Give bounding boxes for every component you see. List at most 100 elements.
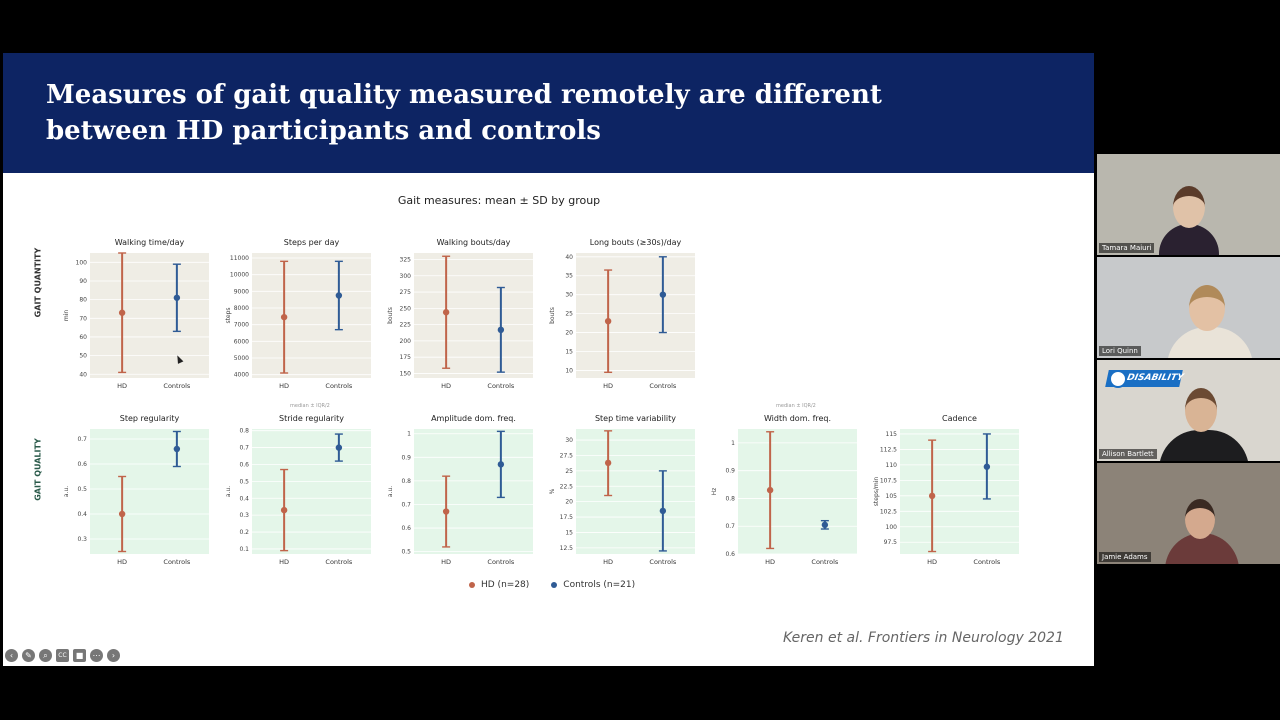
chart-title: Step regularity (120, 414, 180, 423)
y-tick-label: 8000 (234, 305, 249, 312)
y-tick-label: 15 (565, 529, 573, 536)
y-tick-label: 275 (400, 289, 412, 296)
y-axis-label: steps (225, 307, 232, 323)
y-axis-label: min (63, 310, 70, 322)
y-tick-label: 25 (565, 311, 573, 318)
y-tick-label: 9000 (234, 288, 249, 295)
y-axis-label: Hz (711, 488, 718, 496)
chart-panel: Stride regularity 0.1 0.2 0.3 0.4 0.5 0.6 0.7 0.… (225, 414, 371, 566)
panel-note: median ± IQR/2 (290, 403, 330, 409)
y-axis-label: bouts (387, 307, 394, 324)
y-tick-label: 0.8 (239, 428, 249, 435)
y-tick-label: 0.7 (77, 436, 87, 443)
chart-panel: Step regularity 0.3 0.4 0.5 0.6 0.7 a.u. HD Cont… (63, 414, 209, 566)
y-tick-label: 0.5 (77, 486, 87, 493)
participant-tile[interactable]: Jamie Adams (1097, 463, 1280, 564)
y-axis-label: steps/min (873, 477, 880, 507)
y-tick-label: 0.5 (239, 478, 249, 485)
x-tick-label: Controls (811, 558, 838, 566)
plot-area (414, 253, 533, 378)
mean-point (335, 292, 343, 299)
participant-tile[interactable]: Lori Quinn (1097, 257, 1280, 358)
x-tick-label: Controls (163, 382, 190, 390)
y-tick-label: 0.7 (725, 523, 735, 530)
y-tick-label: 250 (400, 305, 412, 312)
y-axis-label: bouts (549, 307, 556, 324)
mean-point (442, 508, 450, 515)
person-head (1173, 186, 1205, 228)
more-icon[interactable]: ⋯ (90, 649, 103, 662)
y-tick-label: 225 (400, 322, 412, 329)
y-tick-label: 1 (407, 431, 411, 438)
panel-note: median ± IQR/2 (776, 403, 816, 409)
chart-title: Cadence (942, 414, 977, 423)
y-tick-label: 105 (886, 493, 898, 500)
forward-icon[interactable]: › (107, 649, 120, 662)
y-tick-label: 0.4 (77, 511, 87, 518)
x-tick-label: HD (603, 382, 613, 390)
y-tick-label: 0.9 (725, 468, 735, 475)
chart-title: Stride regularity (279, 414, 344, 423)
y-tick-label: 40 (565, 254, 573, 261)
plot-area (90, 253, 209, 378)
plot-area (576, 253, 695, 378)
y-tick-label: 17.5 (560, 514, 574, 521)
participant-tile[interactable]: Tamara Maiuri (1097, 154, 1280, 255)
chart-panel: Walking time/day 40 50 60 70 80 90 100 min HD Cont… (63, 238, 209, 390)
pen-icon[interactable]: ✎ (22, 649, 35, 662)
y-tick-label: 300 (400, 273, 412, 280)
x-tick-label: Controls (325, 558, 352, 566)
plot-area (252, 429, 371, 554)
y-tick-label: 102.5 (880, 508, 897, 515)
plot-area (900, 429, 1019, 554)
chart-panel: Walking bouts/day 150 175 200 225 250 275 300 32… (387, 238, 533, 390)
logo-circle-icon (1109, 370, 1127, 388)
mean-point (604, 459, 612, 467)
chart-title: Walking bouts/day (437, 238, 511, 247)
participant-name: Tamara Maiuri (1099, 243, 1155, 253)
mean-point (442, 309, 450, 316)
chart-title: Width dom. freq. (764, 414, 831, 423)
plot-area (90, 429, 209, 554)
y-tick-label: 27.5 (560, 452, 574, 459)
x-tick-label: Controls (487, 558, 514, 566)
x-tick-label: HD (603, 558, 613, 566)
legend-marker-hd (469, 582, 475, 588)
legend-item-hd: HD (n=28) (469, 580, 529, 590)
back-icon[interactable]: ‹ (5, 649, 18, 662)
captions-icon[interactable]: CC (56, 649, 69, 662)
chart-legend: HD (n=28) Controls (n=21) (469, 580, 635, 590)
y-tick-label: 200 (400, 338, 412, 345)
x-tick-label: HD (117, 382, 127, 390)
y-tick-label: 4000 (234, 372, 249, 379)
y-tick-label: 0.2 (239, 529, 249, 536)
y-tick-label: 22.5 (560, 483, 574, 490)
mean-point (118, 510, 126, 518)
y-tick-label: 175 (400, 354, 412, 361)
mean-point (280, 506, 288, 514)
camera-icon[interactable]: ■ (73, 649, 86, 662)
y-tick-label: 25 (565, 468, 573, 475)
chart-title: Step time variability (595, 414, 676, 423)
y-tick-label: 0.6 (239, 461, 249, 468)
mean-point (173, 445, 181, 453)
y-tick-label: 10 (565, 367, 573, 374)
chart-panel: Amplitude dom. freq. 0.5 0.6 0.7 0.8 0.9 1 a.u.… (387, 414, 533, 566)
y-tick-label: 0.6 (77, 461, 87, 468)
mean-point (928, 492, 936, 500)
x-tick-label: HD (441, 558, 451, 566)
mean-point (173, 294, 181, 301)
y-axis-label: a.u. (225, 486, 232, 497)
legend-item-controls: Controls (n=21) (551, 580, 635, 590)
plot-area (252, 253, 371, 378)
participant-tile[interactable]: DISABILITY Allison Bartlett (1097, 360, 1280, 461)
mean-point (280, 313, 288, 321)
x-tick-label: Controls (649, 382, 676, 390)
zoom-icon[interactable]: ⌕ (39, 649, 52, 662)
y-tick-label: 70 (79, 315, 87, 322)
y-tick-label: 15 (565, 348, 573, 355)
x-tick-label: Controls (487, 382, 514, 390)
x-tick-label: HD (279, 382, 289, 390)
mean-point (497, 326, 505, 334)
y-tick-label: 20 (565, 499, 573, 506)
